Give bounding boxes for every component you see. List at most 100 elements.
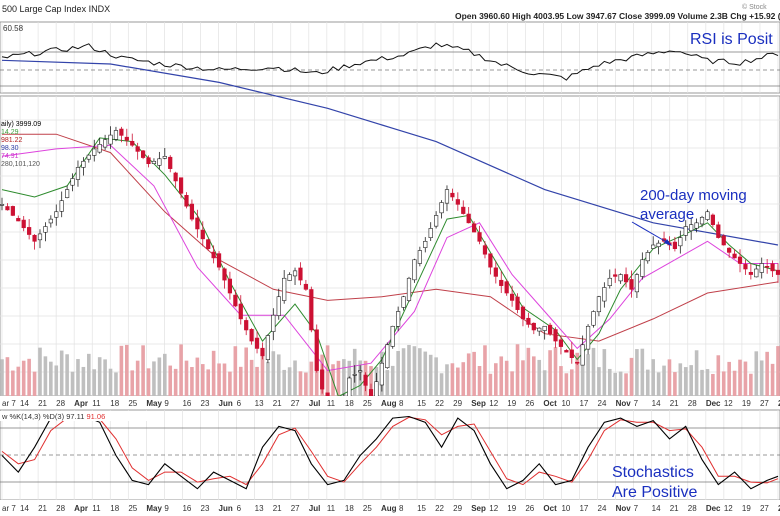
volume-bar	[238, 366, 243, 396]
candle-body	[32, 234, 37, 242]
volume-bar	[434, 357, 438, 396]
stoch-d-value: 91.06	[87, 412, 106, 421]
x-tick-label: 9	[164, 504, 169, 513]
candle-body	[406, 277, 412, 301]
candle-body	[710, 214, 715, 225]
candle-body	[434, 215, 439, 227]
candle-body	[178, 177, 184, 194]
candle-body	[765, 265, 770, 268]
candle-body	[705, 211, 710, 220]
volume-bar	[564, 373, 569, 396]
candle-body	[678, 237, 683, 247]
x-tick-label: Jul	[309, 399, 321, 408]
candle-body	[54, 211, 59, 218]
volume-bar	[59, 350, 64, 396]
candle-body	[547, 324, 553, 334]
legend-volume: 280,101,120	[1, 161, 40, 168]
x-tick-label: 11	[92, 504, 101, 513]
candle-body	[623, 274, 629, 283]
x-tick-label: 27	[291, 504, 300, 513]
volume-bar	[87, 353, 91, 396]
volume-bar	[103, 359, 107, 396]
candle-body	[591, 311, 596, 326]
volume-bar	[184, 360, 189, 396]
volume-bar	[385, 370, 390, 396]
volume-bar	[450, 363, 455, 396]
candle-body	[287, 274, 292, 281]
volume-bar	[510, 371, 514, 396]
volume-bar	[542, 370, 547, 396]
candle-body	[689, 224, 694, 232]
volume-bar	[472, 351, 476, 396]
stoch-annotation-line2: Are Positive	[612, 484, 697, 501]
volume-bar	[211, 350, 216, 396]
candle-body	[347, 377, 352, 398]
volume-bar	[504, 360, 509, 396]
x-tick-label: Aug	[381, 399, 397, 408]
candle-body	[439, 202, 444, 214]
volume-bar	[206, 369, 211, 396]
legend-ma-50: 981.22	[1, 137, 23, 144]
candle-body	[309, 289, 314, 331]
candle-body	[455, 199, 460, 205]
candle-body	[81, 160, 86, 168]
volume-bar	[499, 356, 504, 396]
volume-bar	[466, 353, 471, 396]
x-tick-label: 12	[724, 399, 733, 408]
legend-ma-200: 98.30	[1, 145, 19, 152]
candle-body	[645, 252, 650, 262]
rsi-line	[1, 42, 779, 81]
x-tick-label: 18	[345, 399, 354, 408]
candle-body	[238, 303, 243, 320]
volume-bar	[456, 367, 460, 396]
stoch-k-value: 97.11	[66, 412, 84, 421]
x-tick-label: 8	[399, 399, 404, 408]
candle-body	[596, 296, 602, 313]
candle-body	[27, 227, 32, 235]
x-axis-bottom: ar 7 14 21 28 Apr 11 18 25 May 9 16 23 Jun 6 13 21 27 Jul…	[2, 504, 780, 513]
candle-body	[450, 192, 455, 198]
x-tick-label: 18	[345, 504, 354, 513]
volume-bar	[651, 359, 655, 396]
candle-body	[113, 130, 119, 140]
candle-body	[602, 287, 607, 302]
x-tick-label: 27	[760, 399, 769, 408]
x-tick-label: 22	[435, 399, 444, 408]
volume-bar	[233, 346, 238, 396]
x-tick-label: 7	[634, 399, 639, 408]
volume-bar	[266, 361, 270, 396]
volume-bar	[689, 365, 693, 396]
stoch-label: w %K(14,3) %D(3) 97.11 91.06	[1, 412, 105, 421]
candle-body	[320, 369, 325, 390]
stoch-k-line	[1, 415, 779, 490]
stoch-d-line	[1, 415, 779, 486]
candle-body	[119, 128, 124, 136]
candle-body	[10, 206, 15, 216]
candle-body	[157, 158, 162, 166]
volume-bar	[293, 360, 297, 396]
x-tick-label: 8	[399, 504, 404, 513]
x-tick-label: 25	[363, 399, 372, 408]
candle-body	[86, 154, 91, 160]
x-tick-label: 14	[20, 399, 29, 408]
x-tick-label: 29	[453, 504, 462, 513]
x-tick-label: Nov	[616, 504, 632, 513]
volume-bar	[483, 345, 487, 396]
volume-bar	[200, 364, 205, 396]
x-tick-label: 9	[164, 399, 169, 408]
volume-bars	[0, 344, 780, 396]
volume-bar	[282, 369, 286, 396]
volume-bar	[76, 359, 80, 396]
volume-bar	[613, 372, 618, 396]
candle-body	[195, 217, 200, 230]
candle-body	[233, 294, 238, 307]
volume-bar	[776, 346, 780, 396]
x-tick-label: Sep	[471, 399, 486, 408]
x-tick-label: Jun	[219, 399, 233, 408]
volume-bar	[635, 349, 639, 396]
volume-bar	[396, 351, 400, 396]
candle-body	[0, 204, 5, 206]
volume-bar	[276, 354, 281, 396]
candle-body	[428, 228, 433, 238]
candle-body	[401, 296, 406, 308]
